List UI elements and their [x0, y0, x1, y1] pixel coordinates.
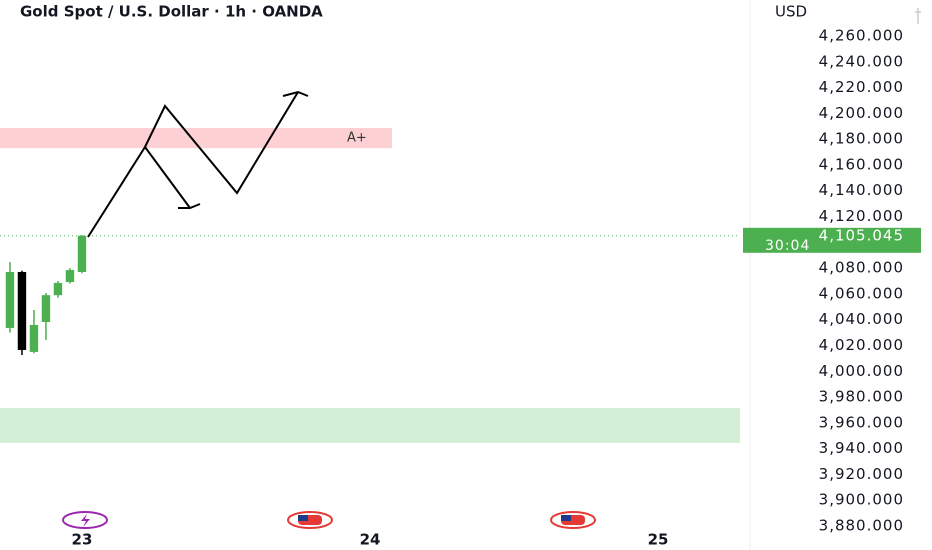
zone — [0, 127, 392, 149]
settings-icon[interactable] — [915, 8, 921, 24]
y-tick-label: 4,160.000 — [819, 155, 904, 173]
chart-title: Gold Spot / U.S. Dollar · 1h · OANDA — [20, 3, 323, 21]
candle-body — [5, 271, 15, 328]
y-tick-label: 4,240.000 — [819, 52, 904, 70]
candle-body — [17, 271, 27, 350]
zone-label: A+ — [347, 131, 367, 146]
y-tick-label: 3,940.000 — [819, 439, 904, 457]
y-tick-label: 4,200.000 — [819, 104, 904, 122]
zone — [0, 408, 740, 443]
y-tick-label: 4,120.000 — [819, 207, 904, 225]
last-price-label: 4,105.045 — [819, 226, 904, 244]
y-tick-label: 4,220.000 — [819, 78, 904, 96]
last-price-badge — [743, 227, 921, 253]
candle-body — [41, 295, 51, 323]
x-tick-label: 24 — [360, 531, 381, 549]
y-tick-label: 4,040.000 — [819, 310, 904, 328]
x-tick-label: 25 — [648, 531, 669, 549]
countdown: 30:04 — [765, 238, 810, 254]
projection-drawing — [87, 90, 309, 238]
x-tick-label: 23 — [72, 531, 93, 549]
plot: A+ — [0, 127, 740, 443]
y-tick-label: 4,020.000 — [819, 336, 904, 354]
y-tick-label: 4,060.000 — [819, 284, 904, 302]
y-tick-label: 4,180.000 — [819, 130, 904, 148]
y-tick-label: 3,880.000 — [819, 517, 904, 535]
y-tick-label: 3,920.000 — [819, 465, 904, 483]
y-tick-label: 4,080.000 — [819, 259, 904, 277]
y-tick-label: 3,980.000 — [819, 388, 904, 406]
y-axis-label: USD — [775, 3, 807, 21]
candle-body — [29, 324, 39, 352]
y-tick-label: 3,900.000 — [819, 491, 904, 509]
candle-body — [53, 282, 63, 296]
y-tick-label: 3,960.000 — [819, 413, 904, 431]
candle-body — [65, 270, 75, 283]
y-tick-label: 4,260.000 — [819, 26, 904, 44]
event-markers[interactable] — [62, 511, 596, 529]
y-tick-label: 4,140.000 — [819, 181, 904, 199]
candle-body — [77, 235, 87, 272]
y-tick-label: 4,000.000 — [819, 362, 904, 380]
